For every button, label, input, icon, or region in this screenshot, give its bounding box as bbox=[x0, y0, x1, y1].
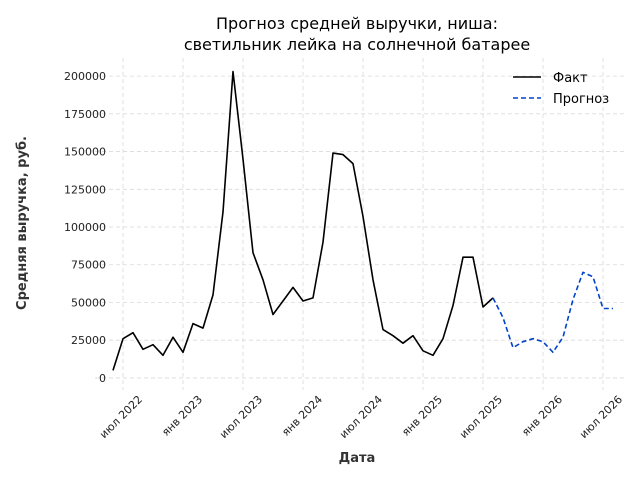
y-axis-label: Средняя выручка, руб. bbox=[15, 136, 30, 310]
series-line-forecast bbox=[492, 271, 613, 354]
y-tick-label: 175000 bbox=[64, 108, 106, 121]
y-tick-label: 25000 bbox=[71, 334, 106, 347]
y-tick-label: 50000 bbox=[71, 296, 106, 309]
x-axis-label: Дата bbox=[339, 451, 376, 466]
x-tick-label: июл 2026 bbox=[577, 393, 625, 441]
y-tick-label: 125000 bbox=[64, 183, 106, 196]
series-lines bbox=[112, 70, 613, 371]
y-tick-label: 200000 bbox=[64, 70, 106, 83]
y-tick-labels: 0 25000 50000 75000 100000 125000 150000 175000… bbox=[64, 70, 106, 385]
y-tick-label: 100000 bbox=[64, 221, 106, 234]
grid bbox=[95, 58, 625, 390]
chart-title-line1: Прогноз средней выручки, ниша: bbox=[216, 14, 498, 33]
x-tick-label: янв 2024 bbox=[279, 393, 325, 439]
legend-label-forecast: Прогноз bbox=[553, 92, 609, 107]
x-tick-label: июл 2023 bbox=[217, 393, 265, 441]
x-tick-label: июл 2025 bbox=[457, 393, 505, 441]
legend-label-fact: Факт bbox=[553, 71, 588, 86]
x-tick-labels: июл 2022 янв 2023 июл 2023 янв 2024 июл 2024… bbox=[97, 393, 625, 441]
y-tick-label: 75000 bbox=[71, 259, 106, 272]
x-tick-label: янв 2026 bbox=[519, 393, 565, 439]
series-line-fact bbox=[112, 70, 494, 371]
x-tick-label: июл 2022 bbox=[97, 393, 145, 441]
legend: Факт Прогноз bbox=[513, 71, 609, 107]
x-tick-label: янв 2025 bbox=[399, 393, 445, 439]
y-tick-label: 150000 bbox=[64, 146, 106, 159]
x-tick-label: июл 2024 bbox=[337, 393, 385, 441]
y-tick-label: 0 bbox=[99, 372, 106, 385]
chart-title-line2: светильник лейка на солнечной батарее bbox=[184, 35, 530, 54]
x-tick-label: янв 2023 bbox=[159, 393, 205, 439]
